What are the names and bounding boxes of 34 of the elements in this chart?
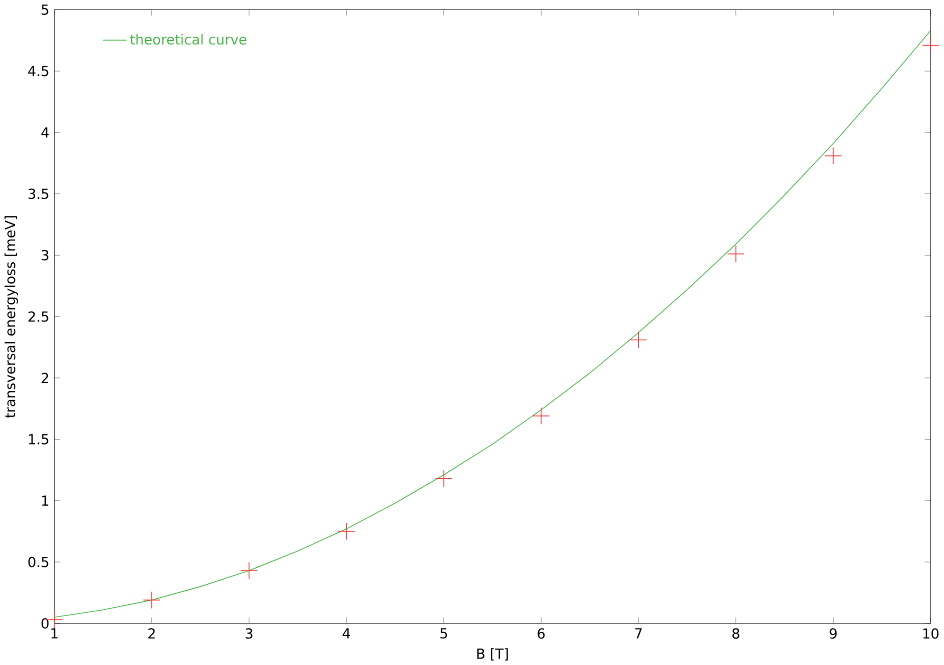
point: [630, 331, 648, 349]
x-tick-label: 9: [830, 628, 837, 639]
legend-label: theoretical curve: [130, 34, 246, 45]
y-tick-label: 0: [42, 618, 49, 629]
point: [532, 407, 550, 425]
x-tick-label: 5: [440, 628, 447, 638]
point: [727, 245, 745, 263]
point: [142, 591, 160, 609]
x-tick-label: 8: [732, 628, 740, 639]
x-tick-label: 1: [51, 628, 58, 638]
point: [824, 147, 842, 164]
y-tick-label: 5: [42, 4, 48, 15]
x-tick-label: 6: [538, 628, 545, 639]
x-tick-label: 4: [342, 628, 350, 638]
y-tick-label: 1: [42, 496, 48, 506]
x-tick-label: 7: [635, 628, 642, 638]
point: [338, 522, 356, 540]
x-tick-label: 2: [148, 628, 155, 638]
point: [435, 470, 452, 488]
y-tick-label: 3.5: [28, 188, 48, 199]
x-tick-label: 10: [923, 628, 938, 639]
y-tick-label: 2: [42, 372, 48, 383]
y-tick-label: 3: [42, 250, 48, 260]
y-tick-label: 4: [41, 127, 49, 138]
y-axis-title: transversal energyloss [meV]: [4, 216, 18, 418]
y-tick-label: 2.5: [28, 311, 48, 322]
x-axis-title: B [T]: [477, 648, 508, 660]
point: [922, 36, 940, 54]
y-tick-label: 0.5: [28, 556, 48, 568]
x-tick-label: 3: [246, 628, 252, 639]
y-tick-label: 4.5: [28, 66, 48, 76]
point: [240, 562, 258, 580]
y-tick-label: 1.5: [28, 434, 48, 444]
line-series: [54, 30, 931, 618]
